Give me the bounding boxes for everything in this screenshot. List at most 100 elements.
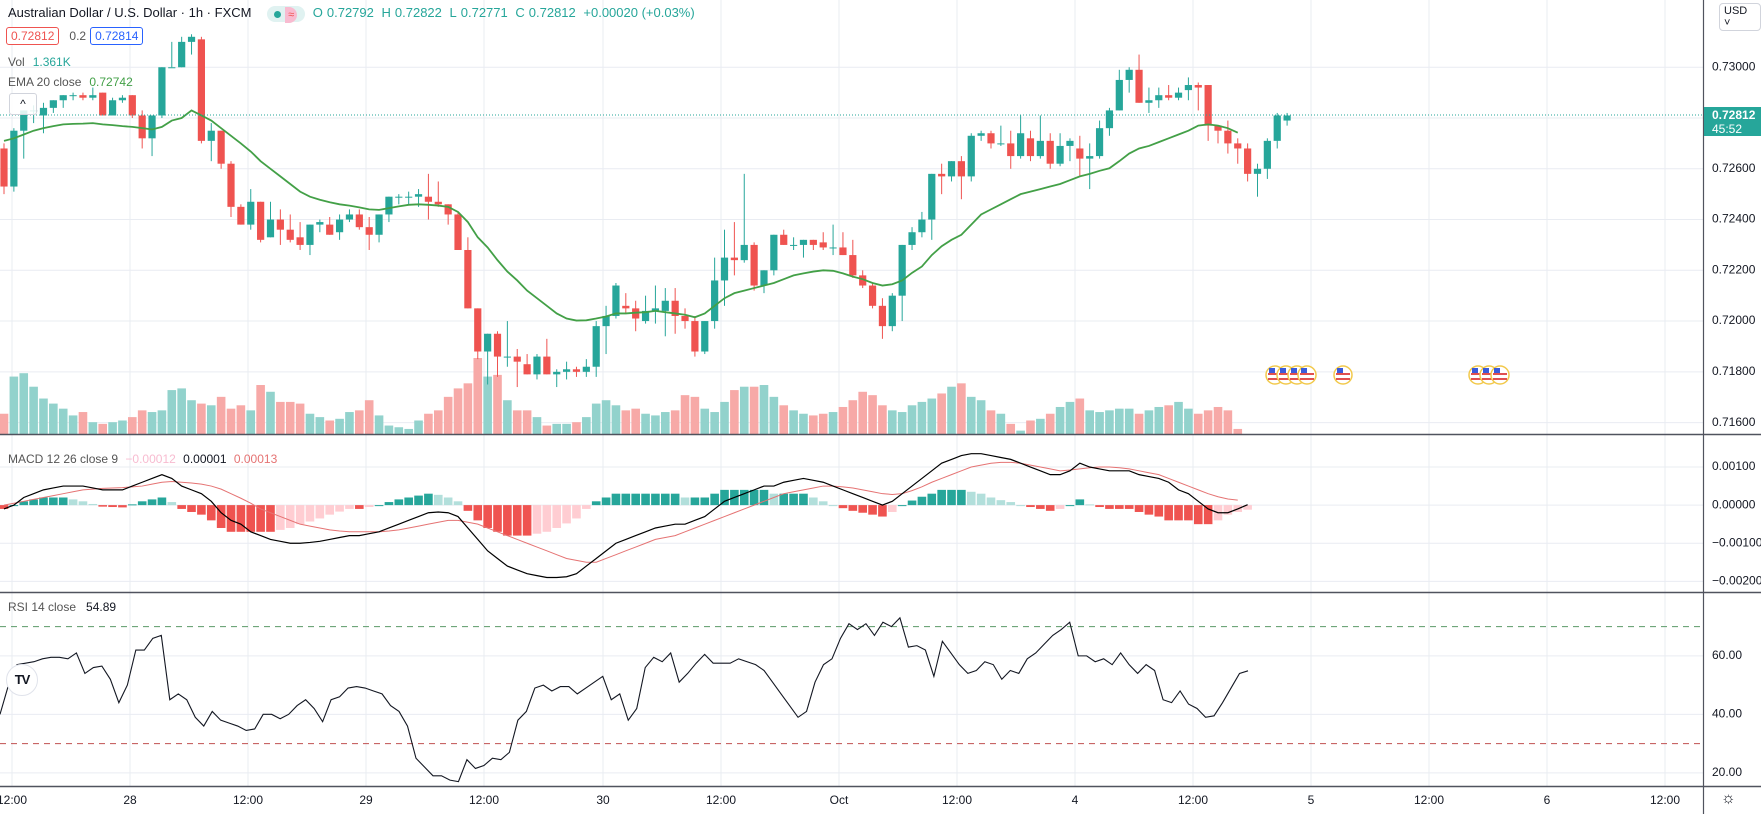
volume-bar — [888, 410, 897, 434]
buy-button[interactable]: 0.72814 — [90, 27, 144, 45]
candle-body — [128, 95, 136, 116]
symbol-title[interactable]: Australian Dollar / U.S. Dollar · 1h · F… — [8, 5, 252, 20]
candle — [1253, 163, 1262, 197]
volume-bar — [216, 396, 226, 434]
macd-histogram-bar — [621, 493, 631, 506]
volume-bar — [1233, 428, 1243, 434]
macd-histogram-bar — [1065, 505, 1075, 507]
macd-histogram-bar — [433, 494, 443, 506]
volume-bar — [118, 420, 127, 434]
candle-body — [187, 36, 196, 42]
flag-stripe — [1493, 378, 1507, 380]
rsi-value: 54.89 — [86, 600, 117, 614]
volume-bar — [9, 376, 19, 434]
candle-body — [829, 247, 837, 249]
macd-histogram-bar — [937, 489, 946, 506]
macd-histogram-bar — [1055, 505, 1065, 509]
logo-text: TV — [14, 672, 31, 687]
volume-bar — [927, 398, 937, 434]
candle-body — [671, 300, 679, 316]
volume-legend[interactable]: Vol 1.361K — [8, 55, 75, 69]
candle-body — [49, 100, 57, 108]
sell-button[interactable]: 0.72812 — [6, 27, 60, 45]
volume-bar — [355, 410, 364, 434]
macd-legend[interactable]: MACD 12 26 close 9 −0.00012 0.00001 0.00… — [8, 452, 281, 466]
candle-body — [849, 255, 857, 276]
macd-histogram-bar — [473, 505, 483, 521]
volume-bar — [1065, 401, 1075, 434]
candle — [365, 217, 373, 250]
candle — [316, 219, 324, 233]
candle — [217, 130, 225, 169]
candle-body — [257, 201, 265, 240]
tradingview-logo[interactable]: TV — [6, 664, 38, 696]
rsi-legend[interactable]: RSI 14 close 54.89 — [8, 600, 120, 614]
macd-histogram-bar — [1085, 504, 1094, 506]
volume-bar — [453, 388, 463, 434]
macd-histogram-bar — [660, 493, 670, 506]
candle-body — [444, 204, 452, 215]
candle — [1017, 115, 1025, 159]
high-value: 0.72822 — [394, 5, 442, 20]
market-status-badge[interactable]: ≈ — [267, 5, 306, 23]
time-tick-label: 12:00 — [469, 793, 499, 807]
candle-body — [780, 234, 788, 245]
macd-histogram-bar — [394, 499, 404, 506]
candle-body — [1244, 148, 1252, 174]
candle — [148, 115, 156, 157]
candle-body — [730, 257, 738, 261]
settings-gear-icon[interactable]: ☼ — [1721, 790, 1736, 807]
price-axis[interactable]: 0.73000 0.72600 0.72400 0.72200 0.72000 0.718… — [1712, 59, 1761, 779]
trade-panel: 0.72812 0.2 0.72814 — [6, 27, 147, 45]
macd-histogram-bar — [78, 501, 88, 506]
flag-stripe — [1300, 378, 1314, 380]
time-tick-label: Oct — [830, 793, 849, 807]
candle — [1095, 120, 1104, 159]
volume-bar — [591, 403, 601, 434]
macd-histogram-bar — [345, 505, 354, 509]
volume-bar — [611, 405, 621, 434]
time-tick-label: 12:00 — [706, 793, 736, 807]
volume-bar — [670, 410, 680, 434]
macd-histogram-bar — [137, 501, 147, 506]
macd-histogram-bar — [236, 505, 246, 532]
volume-bar — [1105, 410, 1114, 434]
candle-body — [908, 232, 916, 245]
candle-body — [1115, 79, 1123, 111]
macd-histogram-bar — [769, 493, 779, 506]
candle — [711, 257, 719, 329]
volume-bar — [641, 413, 650, 434]
macd-histogram-bar — [582, 505, 591, 509]
macd-tick-label: 0.00100 — [1712, 459, 1756, 473]
volume-bar — [542, 425, 552, 434]
candle — [632, 300, 640, 332]
candle — [622, 293, 630, 314]
candle-body — [148, 115, 156, 139]
currency-dropdown[interactable]: USD ˅ — [1719, 3, 1761, 31]
candle-body — [750, 244, 758, 286]
candle-body — [612, 285, 620, 316]
macd-histogram-bar — [453, 501, 463, 506]
candle — [1224, 120, 1232, 154]
macd-histogram-bar — [1105, 505, 1114, 509]
candle-body — [1056, 145, 1064, 164]
macd-histogram-bar — [39, 497, 48, 506]
economic-events[interactable] — [1265, 365, 1510, 385]
candle — [1204, 85, 1212, 141]
candle — [454, 211, 462, 250]
ema20-line — [3, 109, 1239, 322]
candle — [720, 229, 729, 306]
collapse-legend-button[interactable]: ^ — [9, 93, 37, 115]
ema-legend[interactable]: EMA 20 close 0.72742 — [8, 75, 137, 89]
volume-bar — [473, 358, 483, 434]
time-axis[interactable]: 12:00 28 12:00 29 12:00 30 12:00 Oct 12:00 4 12:00… — [0, 793, 1680, 807]
candle-body — [533, 356, 541, 375]
candle — [740, 173, 748, 263]
us-flag-event-icon — [1297, 365, 1317, 385]
macd-histogram-bar — [98, 505, 107, 507]
macd-histogram-bar — [1095, 505, 1104, 508]
candle — [1066, 138, 1074, 162]
macd-histogram-bar — [858, 505, 867, 513]
